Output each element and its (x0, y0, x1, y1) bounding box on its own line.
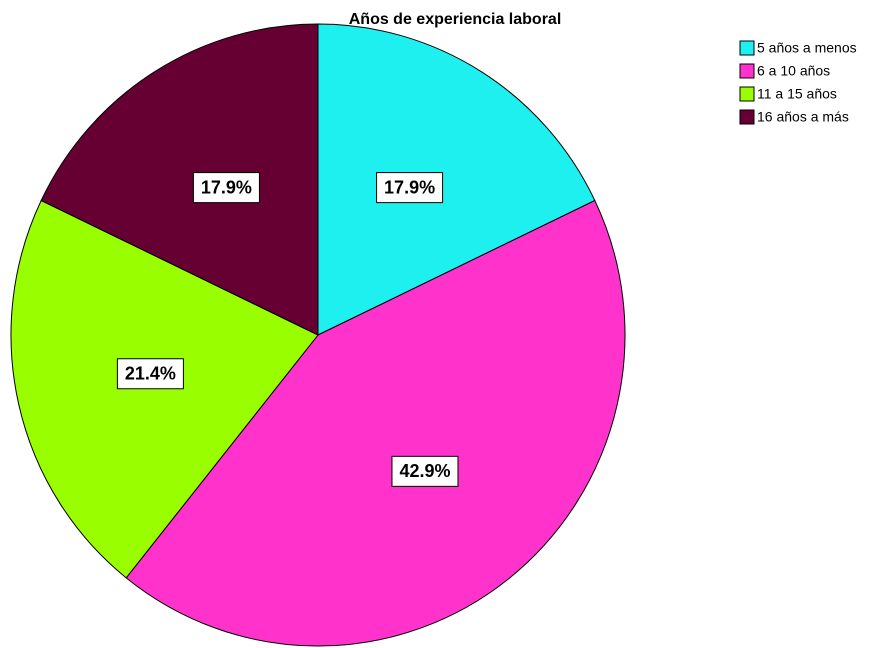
legend-swatch (739, 109, 755, 125)
label-box (192, 172, 260, 204)
data-label: 17.9% (384, 177, 435, 197)
pie-slice (317, 23, 596, 336)
legend-label: 16 años a más (757, 109, 849, 125)
data-label: 17.9% (201, 177, 252, 197)
label-box (376, 172, 444, 204)
legend-label: 5 años a menos (757, 40, 857, 56)
legend-label: 11 a 15 años (757, 86, 837, 102)
label-box (116, 358, 184, 390)
chart-title: Años de experiencia laboral (349, 11, 562, 28)
legend-label: 6 a 10 años (757, 63, 830, 79)
data-label: 21.4% (125, 364, 176, 384)
legend-swatch (739, 86, 755, 102)
label-box (391, 455, 459, 487)
legend-swatch (739, 40, 755, 56)
pie-slice (40, 23, 319, 336)
data-label: 42.9% (399, 461, 450, 481)
legend-swatch (739, 63, 755, 79)
pie-slice (125, 199, 626, 647)
